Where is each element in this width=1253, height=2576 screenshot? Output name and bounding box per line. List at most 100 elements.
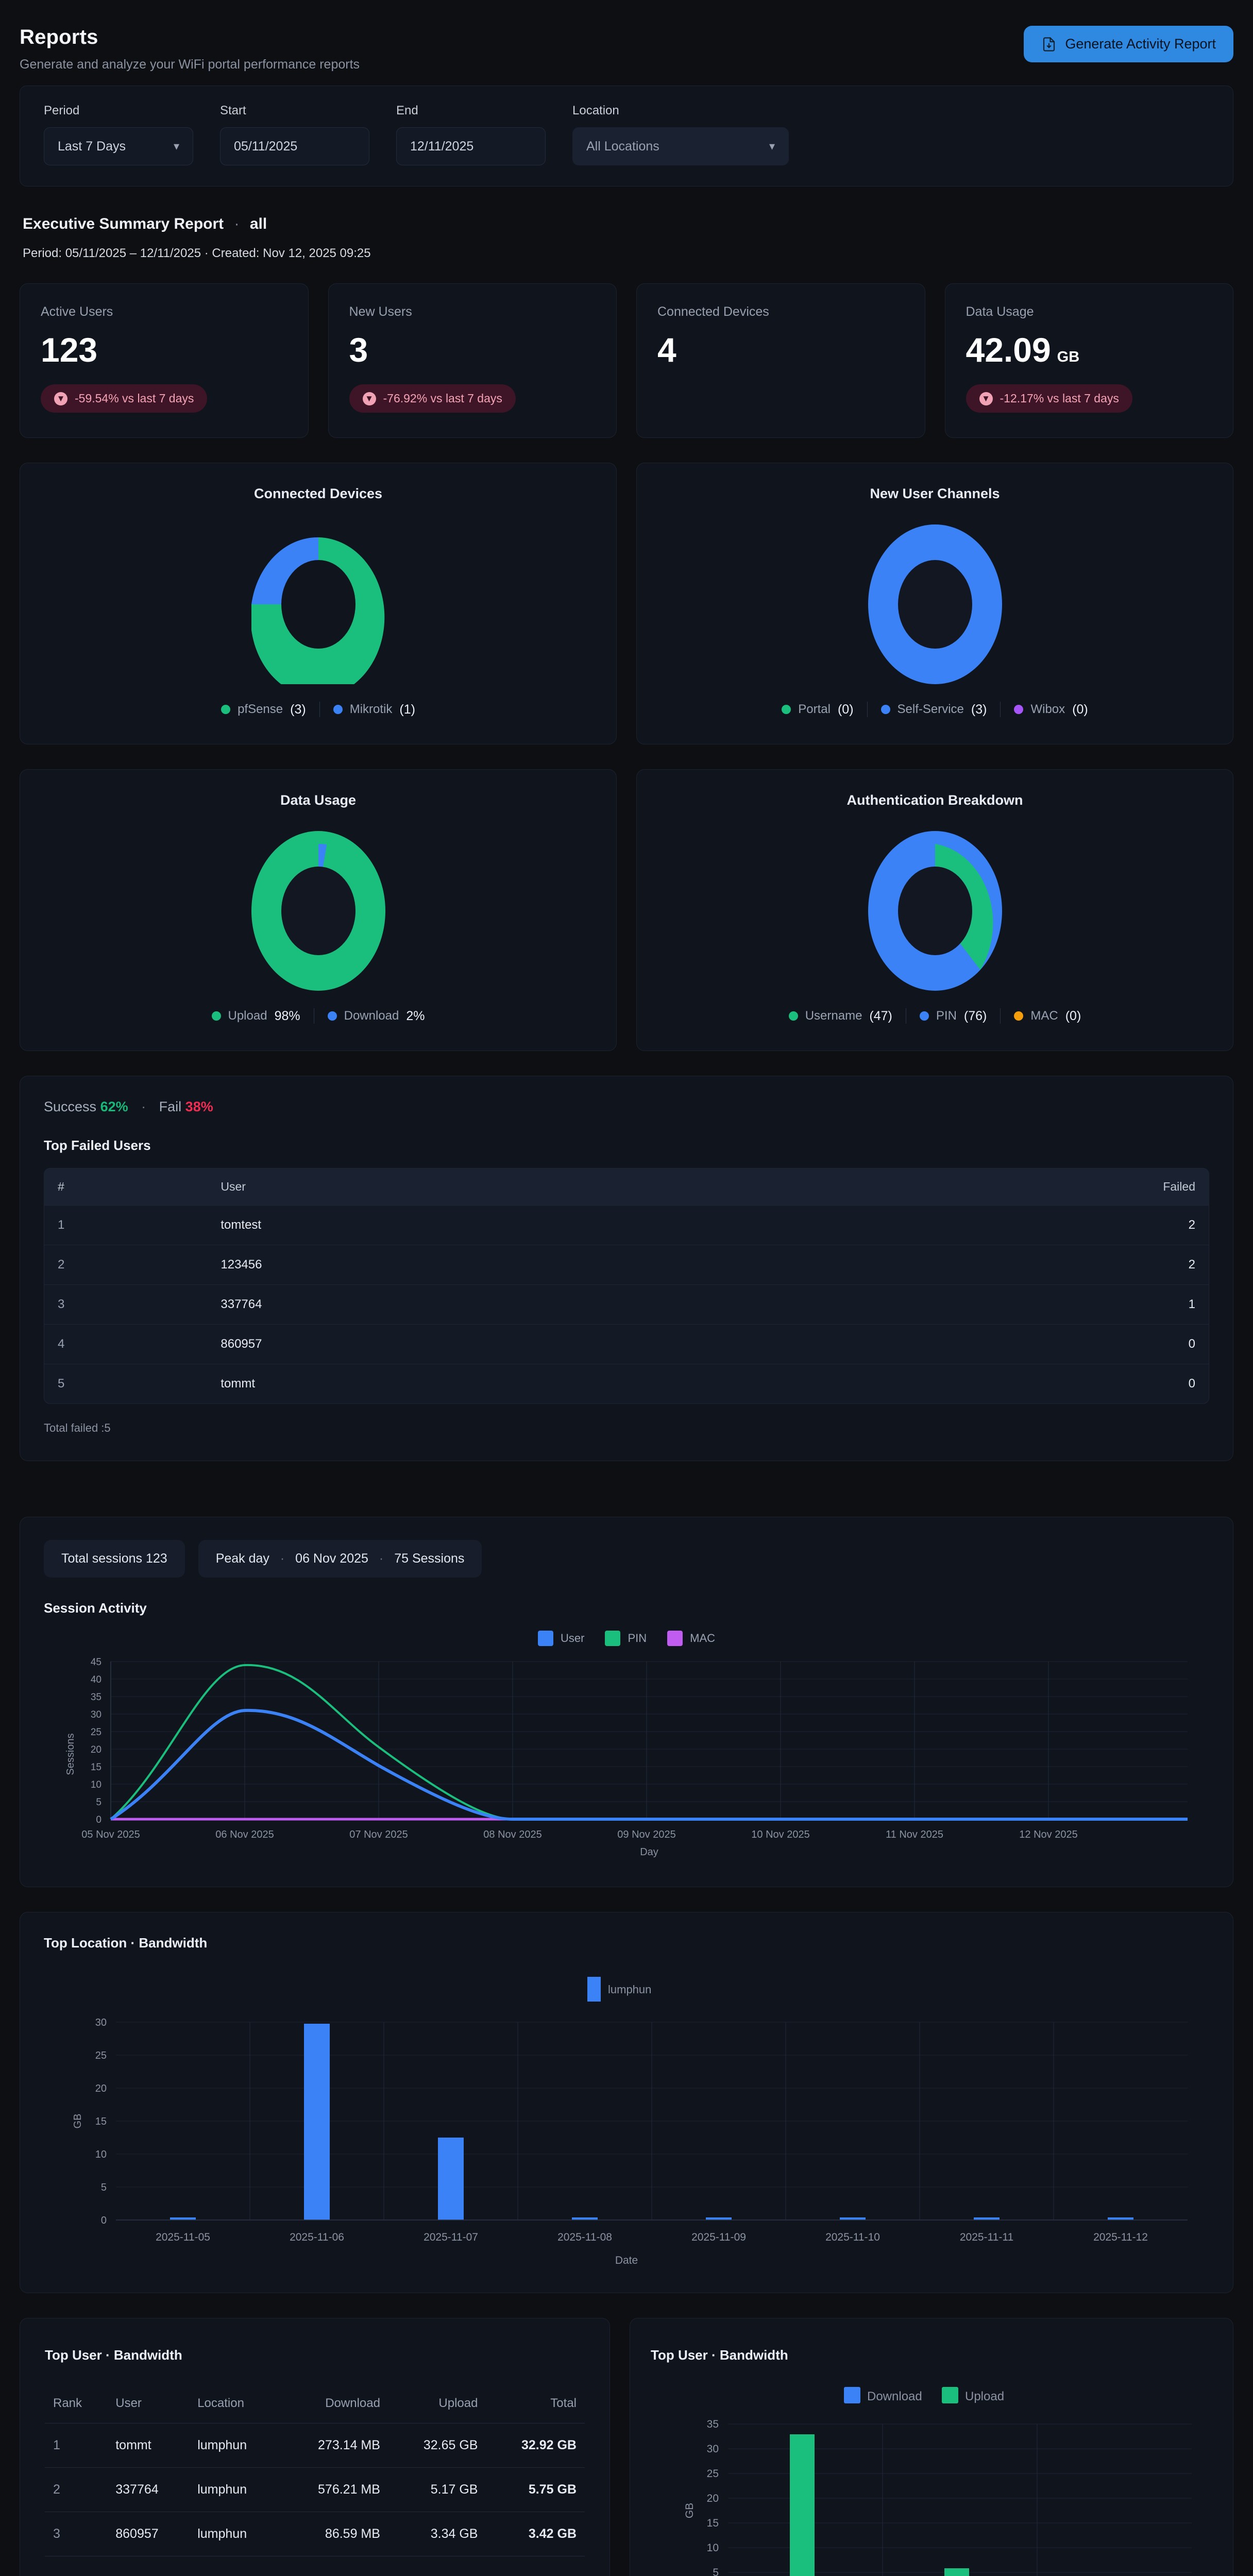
session-chart-legend: User PIN MAC	[44, 1631, 1209, 1646]
connected-devices-donut	[41, 524, 596, 684]
start-date-input[interactable]: 05/11/2025	[220, 127, 369, 165]
chart-card-connected-devices: Connected Devices pfSense (3)	[20, 463, 617, 744]
period-label: Period	[44, 104, 80, 117]
period-select[interactable]: Last 7 Days ▾	[44, 127, 193, 165]
legend-color-dot	[788, 1011, 798, 1021]
bar	[572, 2217, 598, 2220]
legend-color-dot	[1014, 1011, 1024, 1021]
cell-rank: 5	[44, 1364, 208, 1403]
legend-item[interactable]: Portal (0)	[768, 702, 867, 717]
legend-value: 98%	[274, 1008, 300, 1023]
table-row[interactable]: 3 860957 lumphun 86.59 MB 3.34 GB 3.42 G…	[45, 2512, 585, 2556]
table-row[interactable]: 2 123456 2	[44, 1245, 1209, 1285]
legend-item[interactable]: Username (47)	[775, 1009, 906, 1024]
legend-value: 2%	[406, 1008, 425, 1023]
svg-text:30: 30	[95, 2017, 107, 2028]
svg-text:25: 25	[95, 2050, 107, 2061]
chart-card-authentication-breakdown: Authentication Breakdown Username (47)	[636, 769, 1233, 1051]
svg-text:15: 15	[95, 2116, 107, 2127]
data-usage-donut	[41, 831, 596, 991]
legend-label: Upload	[228, 1009, 267, 1023]
legend-item[interactable]: MAC (0)	[1001, 1009, 1094, 1024]
svg-text:20: 20	[707, 2493, 719, 2504]
table-row[interactable]: 3 337764 1	[44, 1284, 1209, 1325]
legend-color-dot	[211, 1011, 221, 1021]
location-select[interactable]: All Locations ▾	[572, 127, 789, 165]
svg-text:20: 20	[91, 1744, 101, 1755]
cell-upload: 3.34 GB	[388, 2512, 486, 2556]
cell-user: 860957	[207, 1324, 1046, 1364]
cell-rank: 1	[45, 2423, 108, 2468]
report-meta: Period: 05/11/2025 – 12/11/2025 · Create…	[23, 246, 371, 260]
top-location-bandwidth-title: Top Location · Bandwidth	[44, 1935, 208, 1951]
legend-item[interactable]: PIN (76)	[906, 1009, 1000, 1024]
legend-item[interactable]: Self-Service (3)	[868, 702, 1001, 717]
svg-text:15: 15	[91, 1762, 101, 1773]
cell-location: lumphun	[189, 2467, 280, 2512]
session-activity-line-chart: 45 40 35 30 25 20 15 10 5 0 Sessions 05 Nov 2…	[65, 1657, 1188, 1858]
series-line-user	[110, 1708, 1188, 1821]
x-axis-label: Date	[615, 2255, 638, 2266]
column-header-location: Location	[189, 2387, 280, 2424]
legend-item[interactable]: Download 2%	[314, 1009, 438, 1024]
page-header: Reports Generate and analyze your WiFi p…	[20, 21, 1233, 86]
bottom-section: Top User · Bandwidth Rank User Location …	[20, 2318, 1233, 2576]
report-scope: all	[249, 215, 267, 232]
bar-group-337764	[944, 2568, 969, 2576]
legend-value: (1)	[399, 702, 415, 717]
trend-down-icon: ▼	[54, 392, 67, 405]
x-tick-label: 11 Nov 2025	[886, 1829, 943, 1840]
stat-label: Data Usage	[966, 304, 1034, 319]
donut-svg	[251, 831, 385, 991]
column-header-failed: Failed	[1045, 1168, 1209, 1206]
chart-title: New User Channels	[870, 486, 1000, 501]
legend-color-dot	[333, 705, 343, 714]
top-user-bandwidth-table: Rank User Location Download Upload Total…	[45, 2387, 585, 2556]
cell-upload: 5.17 GB	[388, 2467, 486, 2512]
success-label: Success	[44, 1099, 97, 1114]
generate-activity-report-button[interactable]: Generate Activity Report	[1024, 26, 1233, 62]
legend-item[interactable]: Upload 98%	[198, 1009, 314, 1024]
auth-summary-card: Success 62% · Fail 38% Top Failed Users …	[20, 1076, 1233, 1461]
legend-item[interactable]: MAC	[667, 1631, 715, 1646]
legend-item[interactable]: pfSense (3)	[208, 702, 319, 717]
peak-day-label: Peak day	[215, 1551, 269, 1566]
legend-label: Download	[867, 2389, 922, 2403]
table-row[interactable]: 5 tommt 0	[44, 1364, 1209, 1403]
cell-failed: 0	[1045, 1364, 1209, 1403]
legend-item[interactable]: Wibox (0)	[1001, 702, 1101, 717]
chart-legend: Download Upload	[844, 2387, 1004, 2403]
x-tick-label: 2025-11-09	[691, 2231, 746, 2243]
bar-upload	[790, 2434, 815, 2576]
legend-item[interactable]: PIN	[605, 1631, 647, 1646]
donut-svg	[251, 537, 384, 684]
table-row[interactable]: 4 860957 0	[44, 1324, 1209, 1364]
stat-value: 4	[657, 333, 904, 367]
legend-label: Self-Service	[897, 702, 964, 716]
table-row[interactable]: 2 337764 lumphun 576.21 MB 5.17 GB 5.75 …	[45, 2467, 585, 2512]
y-axis-label: GB	[72, 2114, 83, 2129]
column-header-rank: #	[44, 1168, 208, 1206]
legend-divider	[1000, 1008, 1001, 1024]
chip-separator: ·	[379, 1551, 384, 1566]
cell-location: lumphun	[189, 2423, 280, 2468]
legend-color-swatch	[587, 1977, 601, 2002]
stat-delta-label: -12.17% vs last 7 days	[1000, 392, 1119, 405]
legend-value: (76)	[963, 1008, 987, 1023]
legend-label: Portal	[798, 702, 831, 716]
y-axis-label: Sessions	[65, 1733, 76, 1775]
end-date-input[interactable]: 12/11/2025	[396, 127, 546, 165]
legend-item[interactable]: Mikrotik (1)	[320, 702, 429, 717]
table-row[interactable]: 1 tomtest 2	[44, 1205, 1209, 1245]
table-row[interactable]: 1 tommt lumphun 273.14 MB 32.65 GB 32.92…	[45, 2423, 585, 2468]
x-tick-label: 2025-11-07	[424, 2231, 478, 2243]
cell-failed: 2	[1045, 1205, 1209, 1245]
column-header-total: Total	[486, 2387, 585, 2424]
stat-label: Connected Devices	[657, 304, 769, 319]
bar	[1108, 2217, 1133, 2220]
ratio-separator: ·	[141, 1099, 146, 1114]
svg-text:10: 10	[95, 2149, 107, 2160]
legend-item[interactable]: User	[537, 1631, 584, 1646]
stat-card-connected-devices: Connected Devices 4	[636, 283, 925, 438]
